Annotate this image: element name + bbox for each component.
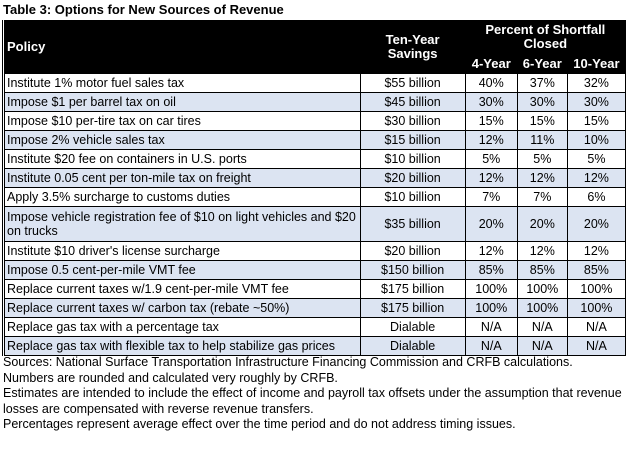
note-estimates: Estimates are intended to include the ef…: [3, 386, 622, 416]
savings-cell: $35 billion: [359, 206, 466, 242]
policy-cell: Institute $10 driver's license surcharge: [3, 241, 361, 261]
pct-6-year-cell: 5%: [516, 149, 568, 169]
header-6-year: 6-Year: [516, 53, 568, 75]
savings-cell: $15 billion: [359, 130, 466, 150]
pct-4-year-cell: 30%: [464, 92, 518, 112]
policy-cell: Institute 1% motor fuel sales tax: [3, 73, 361, 93]
pct-10-year-cell: N/A: [566, 336, 627, 356]
policy-cell: Impose 0.5 cent-per-mile VMT fee: [3, 260, 361, 280]
savings-cell: $20 billion: [359, 168, 466, 188]
savings-cell: $150 billion: [359, 260, 466, 280]
table-row: Impose vehicle registration fee of $10 o…: [3, 206, 627, 242]
pct-6-year-cell: 20%: [516, 206, 568, 242]
table-row: Replace current taxes w/ carbon tax (reb…: [3, 298, 627, 318]
pct-10-year-cell: 20%: [566, 206, 627, 242]
table-title: Table 3: Options for New Sources of Reve…: [3, 2, 284, 17]
pct-10-year-cell: 12%: [566, 168, 627, 188]
pct-4-year-cell: 12%: [464, 241, 518, 261]
policy-cell: Institute $20 fee on containers in U.S. …: [3, 149, 361, 169]
policy-cell: Replace current taxes w/1.9 cent-per-mil…: [3, 279, 361, 299]
policy-cell: Impose $1 per barrel tax on oil: [3, 92, 361, 112]
pct-10-year-cell: 32%: [566, 73, 627, 93]
savings-cell: $10 billion: [359, 187, 466, 207]
pct-4-year-cell: 100%: [464, 279, 518, 299]
pct-4-year-cell: 40%: [464, 73, 518, 93]
pct-6-year-cell: 37%: [516, 73, 568, 93]
pct-6-year-cell: 15%: [516, 111, 568, 131]
pct-4-year-cell: 12%: [464, 168, 518, 188]
policy-cell: Impose $10 per-tire tax on car tires: [3, 111, 361, 131]
table-row: Institute $10 driver's license surcharge…: [3, 241, 627, 261]
footnotes: Sources: National Surface Transportation…: [3, 355, 623, 433]
table-row: Replace gas tax with a percentage tax Dia…: [3, 317, 627, 337]
pct-6-year-cell: N/A: [516, 317, 568, 337]
pct-6-year-cell: 11%: [516, 130, 568, 150]
pct-10-year-cell: 100%: [566, 279, 627, 299]
pct-10-year-cell: 6%: [566, 187, 627, 207]
note-percentages: Percentages represent average effect ove…: [3, 417, 516, 431]
savings-cell: $10 billion: [359, 149, 466, 169]
savings-cell: $175 billion: [359, 279, 466, 299]
pct-6-year-cell: 85%: [516, 260, 568, 280]
pct-10-year-cell: 12%: [566, 241, 627, 261]
note-sources: Sources: National Surface Transportation…: [3, 355, 573, 369]
table-row: Replace gas tax with flexible tax to hel…: [3, 336, 627, 356]
pct-10-year-cell: 5%: [566, 149, 627, 169]
pct-4-year-cell: N/A: [464, 336, 518, 356]
table-row: Institute 0.05 cent per ton-mile tax on …: [3, 168, 627, 188]
pct-6-year-cell: 100%: [516, 298, 568, 318]
pct-6-year-cell: 12%: [516, 168, 568, 188]
savings-cell: $175 billion: [359, 298, 466, 318]
table-row: Impose $1 per barrel tax on oil $45 billi…: [3, 92, 627, 112]
note-rounding: Numbers are rounded and calculated very …: [3, 370, 338, 385]
pct-4-year-cell: 85%: [464, 260, 518, 280]
policy-cell: Replace gas tax with a percentage tax: [3, 317, 361, 337]
savings-cell: $30 billion: [359, 111, 466, 131]
table-row: Impose $10 per-tire tax on car tires $30 …: [3, 111, 627, 131]
pct-10-year-cell: 100%: [566, 298, 627, 318]
policy-cell: Impose vehicle registration fee of $10 o…: [3, 206, 361, 242]
pct-4-year-cell: N/A: [464, 317, 518, 337]
savings-cell: $20 billion: [359, 241, 466, 261]
header-4-year: 4-Year: [464, 53, 518, 75]
header-percent-group: Percent of Shortfall Closed: [464, 20, 627, 55]
table-row: Replace current taxes w/1.9 cent-per-mil…: [3, 279, 627, 299]
table-row: Impose 0.5 cent-per-mile VMT fee $150 bil…: [3, 260, 627, 280]
revenue-options-table: Policy Ten-Year Savings Percent of Short…: [2, 20, 627, 356]
pct-10-year-cell: N/A: [566, 317, 627, 337]
table-row: Institute 1% motor fuel sales tax $55 bil…: [3, 73, 627, 93]
header-savings: Ten-Year Savings: [359, 20, 466, 74]
policy-cell: Replace current taxes w/ carbon tax (reb…: [3, 298, 361, 318]
policy-cell: Replace gas tax with flexible tax to hel…: [3, 336, 361, 356]
pct-6-year-cell: 7%: [516, 187, 568, 207]
header-10-year: 10-Year: [566, 53, 627, 75]
table-body: Institute 1% motor fuel sales tax $55 bil…: [3, 73, 627, 356]
savings-cell: $55 billion: [359, 73, 466, 93]
pct-4-year-cell: 100%: [464, 298, 518, 318]
savings-cell: Dialable: [359, 336, 466, 356]
savings-cell: Dialable: [359, 317, 466, 337]
pct-6-year-cell: N/A: [516, 336, 568, 356]
header-policy: Policy: [3, 20, 361, 74]
pct-4-year-cell: 12%: [464, 130, 518, 150]
pct-6-year-cell: 12%: [516, 241, 568, 261]
savings-cell: $45 billion: [359, 92, 466, 112]
table-row: Institute $20 fee on containers in U.S. …: [3, 149, 627, 169]
table-row: Impose 2% vehicle sales tax $15 billion 12…: [3, 130, 627, 150]
pct-4-year-cell: 7%: [464, 187, 518, 207]
pct-4-year-cell: 5%: [464, 149, 518, 169]
pct-6-year-cell: 30%: [516, 92, 568, 112]
pct-10-year-cell: 85%: [566, 260, 627, 280]
pct-10-year-cell: 10%: [566, 130, 627, 150]
policy-cell: Institute 0.05 cent per ton-mile tax on …: [3, 168, 361, 188]
pct-4-year-cell: 20%: [464, 206, 518, 242]
pct-10-year-cell: 30%: [566, 92, 627, 112]
policy-cell: Apply 3.5% surcharge to customs duties: [3, 187, 361, 207]
pct-6-year-cell: 100%: [516, 279, 568, 299]
table-row: Apply 3.5% surcharge to customs duties $1…: [3, 187, 627, 207]
policy-cell: Impose 2% vehicle sales tax: [3, 130, 361, 150]
pct-10-year-cell: 15%: [566, 111, 627, 131]
pct-4-year-cell: 15%: [464, 111, 518, 131]
